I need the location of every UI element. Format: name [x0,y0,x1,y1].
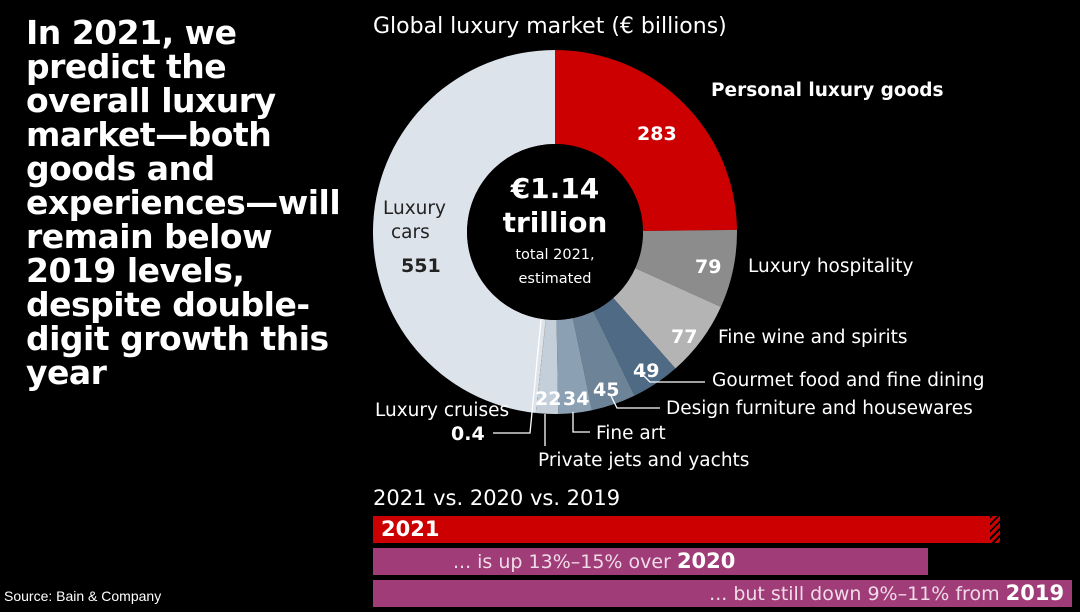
value-gourmet-food: 49 [633,360,660,382]
leader-lines [493,319,705,446]
slice-design-furniture-and-housewares [572,311,635,411]
bar-label-2020-year: 2020 [676,549,736,573]
slice-personal-luxury-goods [555,50,737,231]
leader-fine-art [572,412,590,433]
total-value: €1.14 [510,172,600,205]
value-private-jets: 22 [535,388,562,410]
label-private-jets: Private jets and yachts [538,450,750,471]
donut-hole [467,144,643,320]
label-luxury-cars-1: Luxury [383,198,446,219]
label-luxury-cruises: Luxury cruises [375,400,510,421]
label-fine-wine: Fine wine and spirits [718,327,908,348]
leader-cruises [493,319,542,434]
value-fine-art: 34 [563,388,590,410]
bar-label-2021: 2021 [381,517,440,541]
label-personal-luxury-goods: Personal luxury goods [711,80,944,101]
slice-fine-wine-and-spirits [613,268,721,369]
chart-title: Global luxury market (€ billions) [373,14,727,39]
leader-design [609,393,660,409]
bar-2019: ... but still down 9%–11% from 2019 [373,580,1073,607]
value-luxury-cars: 551 [401,255,441,277]
slice-fine-art [556,318,593,414]
value-luxury-hospitality: 79 [695,256,722,278]
bar-label-2019-prefix: ... but still down 9%–11% from [709,583,1000,605]
bar-label-2019-year: 2019 [1005,581,1065,605]
source-note: Source: Bain & Company [4,588,162,604]
value-personal-luxury-goods: 283 [637,123,677,145]
value-fine-wine: 77 [671,326,698,348]
bar-chart-title: 2021 vs. 2020 vs. 2019 [373,486,621,510]
label-gourmet-food: Gourmet food and fine dining [712,370,985,391]
slice-private-jets-and-yachts [536,319,559,414]
headline: In 2021, we predict the overall luxury m… [26,13,341,392]
label-luxury-hospitality: Luxury hospitality [748,256,914,277]
total-note-1: total 2021, [515,247,595,263]
estimate-hatch [990,516,1000,543]
bar-2021: 2021 [373,516,1000,543]
slice-luxury-cars [373,50,555,413]
leader-gourmet [639,371,705,383]
value-luxury-cruises: 0.4 [451,423,485,445]
donut-center-label: €1.14 trillion total 2021, estimated [467,172,643,288]
total-unit: trillion [502,206,608,239]
slice-luxury-cruises [535,319,546,414]
label-design-furniture: Design furniture and housewares [666,398,973,419]
label-fine-art: Fine art [596,423,666,444]
bar-2020: ... is up 13%–15% over 2020 [373,548,928,575]
bar-label-2020-prefix: ... is up 13%–15% over [453,551,671,573]
total-note-2: estimated [518,271,592,287]
slice-gourmet-food-and-fine-dining [593,297,676,396]
label-luxury-cars-2: cars [391,222,430,243]
slice-luxury-hospitality [635,229,737,307]
value-design-furniture: 45 [593,379,620,401]
